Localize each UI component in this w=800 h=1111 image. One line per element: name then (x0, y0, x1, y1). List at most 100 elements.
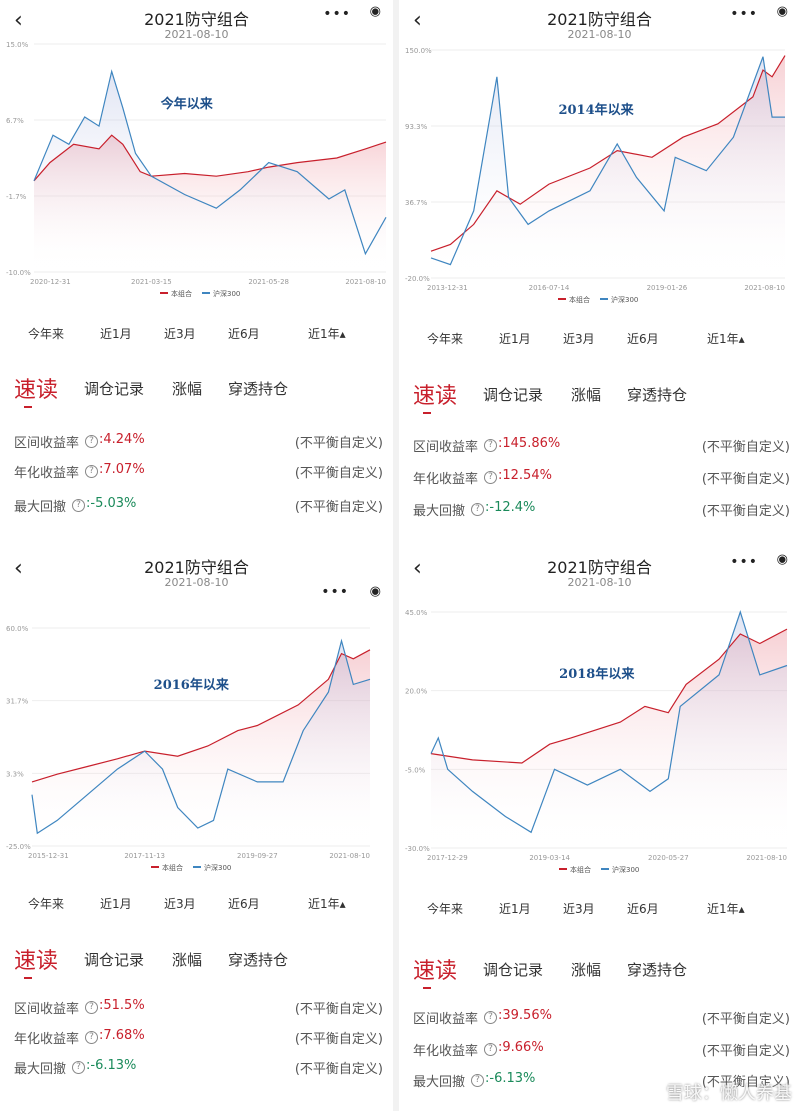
help-icon[interactable]: ? (471, 503, 484, 516)
stat-row: 最大回撤?:-5.03% (不平衡自定义) (0, 496, 393, 518)
section-menu-item[interactable]: 涨幅 (172, 380, 203, 398)
more-icon[interactable]: ••• (730, 554, 758, 570)
stat-label: 年化收益率 (14, 466, 80, 481)
stat-row: 最大回撤?:-6.13% (不平衡自定义) (399, 1071, 800, 1093)
section-menu-item[interactable]: 涨幅 (571, 961, 602, 979)
help-icon[interactable]: ? (72, 499, 85, 512)
y-tick-label: -30.0% (405, 845, 430, 853)
help-icon[interactable]: ? (85, 1031, 98, 1044)
section-menu-item[interactable]: 调仓记录 (84, 380, 145, 398)
x-tick-label: 2013-12-31 (427, 284, 468, 292)
range-tab[interactable]: 近6月 (228, 327, 260, 341)
range-tab[interactable]: 近1年▴ (707, 332, 745, 346)
section-menu-item[interactable]: 调仓记录 (84, 951, 145, 969)
range-tab[interactable]: 近1年▴ (308, 897, 346, 911)
back-button[interactable]: ‹ (14, 556, 23, 581)
section-menu-item[interactable]: 穿透持仓 (228, 380, 289, 398)
x-tick-label: 2021-08-10 (746, 854, 787, 862)
range-tab[interactable]: 近6月 (627, 902, 659, 916)
section-menu-item[interactable]: 涨幅 (571, 386, 602, 404)
x-tick-label: 2016-07-14 (529, 284, 570, 292)
y-tick-label: 93.3% (405, 123, 428, 131)
y-tick-label: -10.0% (6, 269, 31, 277)
stat-row: 最大回撤?:-6.13% (不平衡自定义) (0, 1058, 393, 1080)
stat-row: 区间收益率?:39.56% (不平衡自定义) (399, 1008, 800, 1030)
section-menu-item[interactable]: 穿透持仓 (627, 386, 688, 404)
range-tab[interactable]: 今年来 (427, 332, 464, 346)
range-tab[interactable]: 今年来 (427, 902, 464, 916)
chart-panel: ‹ 2021防守组合 2021-08-10 ••• ◉ 150.0% 93.3% 36.7% -… (399, 0, 800, 540)
x-tick-label: 2015-12-31 (28, 852, 69, 860)
section-menu-item[interactable]: 调仓记录 (483, 386, 544, 404)
back-button[interactable]: ‹ (413, 556, 422, 581)
help-icon[interactable]: ? (85, 435, 98, 448)
target-icon[interactable]: ◉ (776, 4, 788, 19)
y-tick-label: 60.0% (6, 625, 29, 633)
x-tick-label: 2019-01-26 (647, 284, 688, 292)
stat-row: 年化收益率?:12.54% (不平衡自定义) (399, 468, 800, 490)
range-tab[interactable]: 近3月 (164, 897, 196, 911)
legend-label: 沪深300 (213, 289, 240, 298)
line-chart: 150.0% 93.3% 36.7% -20.0%2013-12-31 2016-07-… (405, 47, 786, 304)
section-title-quick-read[interactable]: 速读 (413, 959, 458, 984)
back-button[interactable]: ‹ (413, 8, 422, 33)
help-icon[interactable]: ? (72, 1061, 85, 1074)
help-icon[interactable]: ? (484, 1043, 497, 1056)
section-title-underline (423, 412, 431, 414)
stat-value: :-6.13% (485, 1071, 536, 1086)
section-title-quick-read[interactable]: 速读 (14, 378, 59, 403)
y-tick-label: 20.0% (405, 688, 428, 696)
x-tick-label: 2021-08-10 (329, 852, 370, 860)
quick-read-section: 速读 调仓记录 涨幅 穿透持仓 (399, 378, 800, 418)
back-button[interactable]: ‹ (14, 8, 23, 33)
range-tab[interactable]: 近1月 (499, 332, 531, 346)
panel-title: 2021防守组合 (547, 10, 652, 29)
more-icon[interactable]: ••• (321, 584, 349, 600)
range-tab[interactable]: 近1年▴ (308, 327, 346, 341)
help-icon[interactable]: ? (85, 1001, 98, 1014)
section-title-quick-read[interactable]: 速读 (413, 384, 458, 409)
series-area (431, 612, 787, 848)
y-tick-label: 36.7% (405, 199, 428, 207)
stat-value: :4.24% (99, 432, 145, 447)
range-tab[interactable]: 近1月 (499, 902, 531, 916)
target-icon[interactable]: ◉ (776, 552, 788, 567)
more-icon[interactable]: ••• (730, 6, 758, 22)
section-menu-item[interactable]: 穿透持仓 (228, 951, 289, 969)
more-icon[interactable]: ••• (323, 6, 351, 22)
range-tab[interactable]: 近3月 (563, 902, 595, 916)
range-tab[interactable]: 近1年▴ (707, 902, 745, 916)
target-icon[interactable]: ◉ (369, 584, 381, 599)
series-line-portfolio (430, 628, 788, 764)
help-icon[interactable]: ? (471, 1074, 484, 1087)
help-icon[interactable]: ? (484, 439, 497, 452)
range-tab[interactable]: 近1月 (100, 327, 132, 341)
panel-title: 2021防守组合 (547, 558, 652, 577)
stat-label: 区间收益率 (413, 440, 479, 455)
range-tab[interactable]: 近6月 (627, 332, 659, 346)
target-icon[interactable]: ◉ (369, 4, 381, 19)
range-tab[interactable]: 今年来 (28, 327, 65, 341)
range-tab[interactable]: 近3月 (563, 332, 595, 346)
help-icon[interactable]: ? (484, 1011, 497, 1024)
section-menu-item[interactable]: 调仓记录 (483, 961, 544, 979)
legend-label: 本组合 (569, 295, 590, 304)
help-icon[interactable]: ? (85, 465, 98, 478)
chart-annotation: 2018年以来 (559, 666, 635, 682)
section-menu-item[interactable]: 穿透持仓 (627, 961, 688, 979)
range-tab[interactable]: 近6月 (228, 897, 260, 911)
y-tick-label: -5.0% (405, 766, 426, 774)
section-title-quick-read[interactable]: 速读 (14, 949, 59, 974)
stat-value: :9.66% (498, 1040, 544, 1055)
range-tab[interactable]: 今年来 (28, 897, 65, 911)
range-tab[interactable]: 近1月 (100, 897, 132, 911)
x-tick-label: 2021-03-15 (131, 278, 172, 286)
help-icon[interactable]: ? (484, 471, 497, 484)
stat-row: 区间收益率?:51.5% (不平衡自定义) (0, 998, 393, 1020)
range-tab[interactable]: 近3月 (164, 327, 196, 341)
stat-label: 年化收益率 (14, 1032, 80, 1047)
section-menu-item[interactable]: 涨幅 (172, 951, 203, 969)
y-tick-label: -20.0% (405, 275, 430, 283)
series-area (431, 56, 785, 279)
stat-note: (不平衡自定义) (701, 1044, 790, 1059)
